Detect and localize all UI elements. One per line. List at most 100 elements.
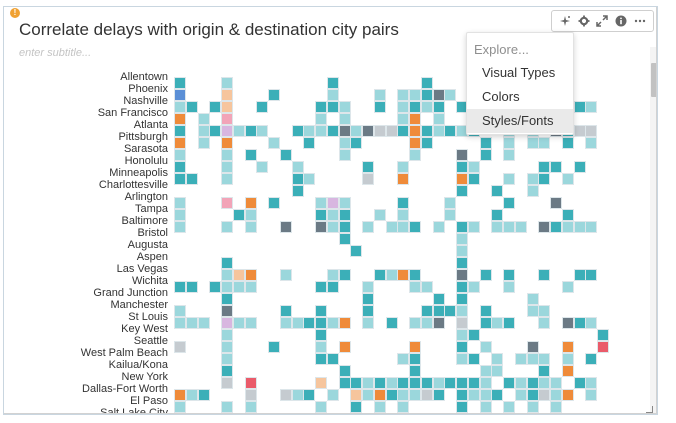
heatmap-cell[interactable] (597, 341, 609, 353)
heatmap-cell[interactable] (432, 125, 445, 137)
heatmap-cell[interactable] (326, 317, 339, 329)
heatmap-cell[interactable] (432, 317, 445, 329)
heatmap-cell[interactable] (338, 269, 351, 281)
heatmap-cell[interactable] (550, 377, 562, 389)
heatmap-cell[interactable] (573, 377, 586, 389)
warning-icon[interactable]: ! (10, 8, 20, 18)
menu-item-visual-types[interactable]: Visual Types (482, 65, 556, 80)
heatmap-cell[interactable] (315, 377, 327, 389)
heatmap-cell[interactable] (232, 125, 245, 137)
heatmap-cell[interactable] (561, 365, 574, 377)
heatmap-cell[interactable] (279, 389, 292, 401)
heatmap-cell[interactable] (432, 305, 445, 317)
heatmap-cell[interactable] (456, 317, 468, 329)
heatmap-cell[interactable] (315, 125, 327, 137)
heatmap-cell[interactable] (409, 269, 421, 281)
heatmap-cell[interactable] (221, 125, 233, 137)
heatmap-cell[interactable] (197, 317, 210, 329)
heatmap-cell[interactable] (244, 269, 257, 281)
more-icon[interactable] (633, 15, 646, 28)
heatmap-cell[interactable] (221, 137, 233, 149)
heatmap-cell[interactable] (420, 317, 433, 329)
heatmap-cell[interactable] (503, 197, 515, 209)
heatmap-cell[interactable] (456, 389, 468, 401)
heatmap-cell[interactable] (338, 365, 351, 377)
heatmap-cell[interactable] (538, 305, 551, 317)
sparkle-icon[interactable] (559, 15, 572, 28)
heatmap-cell[interactable] (221, 89, 233, 101)
heatmap-cell[interactable] (409, 149, 421, 161)
heatmap-cell[interactable] (221, 149, 233, 161)
heatmap-cell[interactable] (585, 317, 598, 329)
heatmap-cell[interactable] (526, 137, 539, 149)
heatmap-cell[interactable] (409, 89, 421, 101)
heatmap-cell[interactable] (326, 389, 339, 401)
heatmap-cell[interactable] (432, 113, 445, 125)
heatmap-cell[interactable] (221, 197, 233, 209)
info-icon[interactable] (615, 15, 628, 28)
heatmap-cell[interactable] (279, 149, 292, 161)
heatmap-cell[interactable] (397, 209, 410, 221)
heatmap-cell[interactable] (491, 209, 504, 221)
menu-item-styles-fonts[interactable]: Styles/Fonts (467, 109, 573, 133)
heatmap-cell[interactable] (456, 245, 468, 257)
heatmap-cell[interactable] (174, 113, 186, 125)
heatmap-cell[interactable] (538, 365, 551, 377)
heatmap-cell[interactable] (467, 221, 480, 233)
heatmap-cell[interactable] (491, 365, 504, 377)
heatmap-cell[interactable] (326, 221, 339, 233)
heatmap-cell[interactable] (561, 137, 574, 149)
heatmap-cell[interactable] (467, 173, 480, 185)
heatmap-cell[interactable] (221, 257, 233, 269)
heatmap-cell[interactable] (221, 341, 233, 353)
heatmap-cell[interactable] (256, 101, 269, 113)
heatmap-cell[interactable] (538, 377, 551, 389)
heatmap-cell[interactable] (409, 341, 421, 353)
heatmap-cell[interactable] (420, 389, 433, 401)
heatmap-cell[interactable] (303, 173, 316, 185)
heatmap-cell[interactable] (338, 137, 351, 149)
heatmap-cell[interactable] (185, 317, 198, 329)
heatmap-cell[interactable] (232, 209, 245, 221)
heatmap-cell[interactable] (456, 185, 468, 197)
heatmap-cell[interactable] (456, 149, 468, 161)
heatmap-cell[interactable] (456, 305, 468, 317)
heatmap-cell[interactable] (326, 281, 339, 293)
heatmap-cell[interactable] (585, 221, 598, 233)
heatmap-cell[interactable] (491, 317, 504, 329)
heatmap-cell[interactable] (280, 413, 292, 414)
heatmap-cell[interactable] (420, 101, 433, 113)
heatmap-cell[interactable] (291, 389, 304, 401)
heatmap-cell[interactable] (479, 389, 492, 401)
heatmap-cell[interactable] (420, 281, 433, 293)
heatmap-cell[interactable] (538, 173, 551, 185)
heatmap-cell[interactable] (362, 221, 374, 233)
heatmap-cell[interactable] (538, 353, 551, 365)
scrollbar-thumb[interactable] (651, 63, 656, 97)
heatmap-cell[interactable] (338, 101, 351, 113)
heatmap-cell[interactable] (385, 389, 398, 401)
heatmap-cell[interactable] (186, 413, 198, 414)
heatmap-cell[interactable] (585, 413, 597, 414)
heatmap-cell[interactable] (315, 101, 327, 113)
heatmap-cell[interactable] (315, 197, 327, 209)
heatmap-cell[interactable] (303, 317, 316, 329)
heatmap-cell[interactable] (397, 269, 410, 281)
heatmap-cell[interactable] (315, 317, 327, 329)
heatmap-cell[interactable] (397, 173, 410, 185)
expand-icon[interactable] (596, 15, 609, 28)
heatmap-cell[interactable] (197, 125, 210, 137)
heatmap-cell[interactable] (409, 101, 421, 113)
heatmap-cell[interactable] (221, 269, 233, 281)
heatmap-cell[interactable] (232, 317, 245, 329)
heatmap-cell[interactable] (326, 353, 339, 365)
heatmap-cell[interactable] (561, 281, 574, 293)
heatmap-cell[interactable] (350, 377, 363, 389)
heatmap-cell[interactable] (432, 389, 445, 401)
heatmap-cell[interactable] (479, 137, 492, 149)
heatmap-cell[interactable] (291, 161, 304, 173)
heatmap-cell[interactable] (373, 269, 386, 281)
heatmap-cell[interactable] (374, 413, 386, 414)
heatmap-cell[interactable] (350, 389, 363, 401)
heatmap-cell[interactable] (315, 209, 327, 221)
